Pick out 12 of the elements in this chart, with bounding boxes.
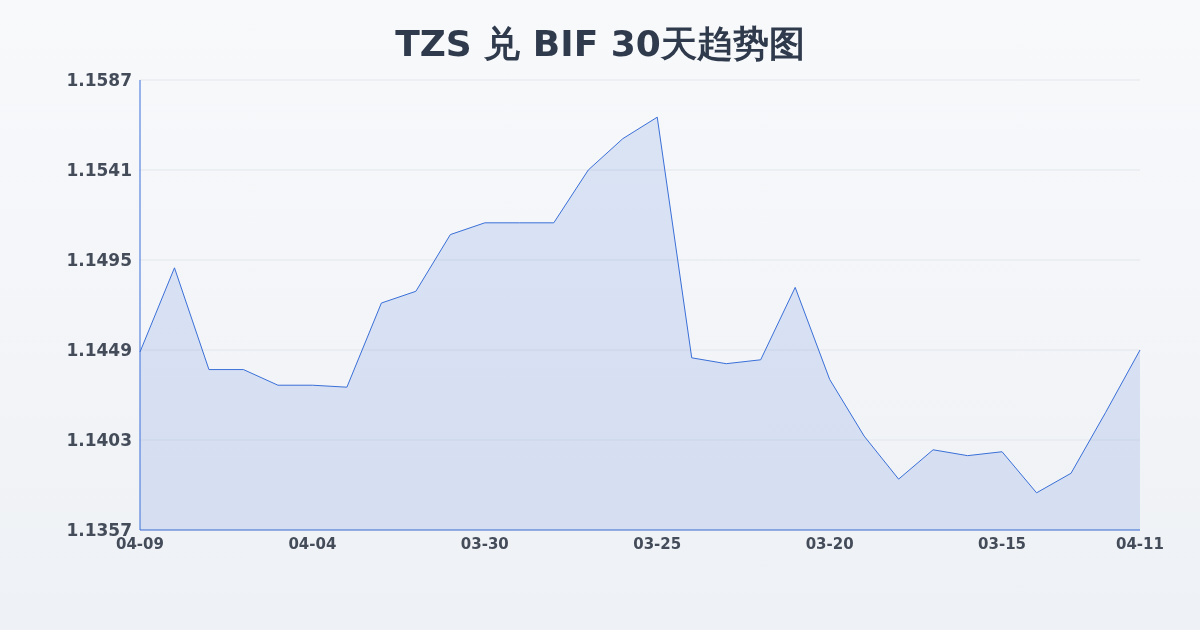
x-tick-label: 04-11: [1116, 534, 1164, 553]
x-tick-label: 03-30: [460, 534, 509, 553]
x-tick-label: 03-15: [978, 534, 1027, 553]
x-tick-label: 04-04: [288, 534, 337, 553]
y-tick-label: 1.1495: [66, 250, 132, 271]
y-tick-label: 1.1403: [66, 430, 132, 451]
x-tick-label: 03-25: [633, 534, 682, 553]
y-tick-label: 1.1587: [66, 70, 132, 91]
y-tick-label: 1.1449: [66, 340, 132, 361]
chart-title: TZS 兑 BIF 30天趋势图: [394, 22, 806, 66]
x-tick-label: 03-20: [805, 534, 854, 553]
y-tick-label: 1.1541: [66, 160, 132, 181]
